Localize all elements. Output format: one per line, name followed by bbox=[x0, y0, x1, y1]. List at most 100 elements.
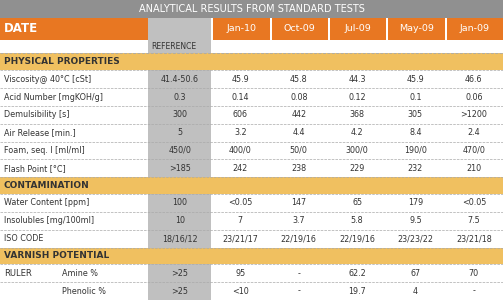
Text: 229: 229 bbox=[350, 164, 365, 173]
Text: 5: 5 bbox=[177, 128, 183, 137]
Text: DATE: DATE bbox=[4, 22, 38, 35]
Text: 18/16/12: 18/16/12 bbox=[162, 234, 198, 243]
Text: 95: 95 bbox=[235, 269, 245, 278]
Text: 0.12: 0.12 bbox=[348, 92, 366, 101]
Text: Air Release [min.]: Air Release [min.] bbox=[4, 128, 76, 137]
Text: <0.05: <0.05 bbox=[462, 199, 486, 208]
Text: Jul-09: Jul-09 bbox=[345, 24, 372, 33]
Bar bbox=[148, 18, 211, 40]
Text: 450/0: 450/0 bbox=[169, 146, 191, 155]
Text: 0.1: 0.1 bbox=[409, 92, 422, 101]
Text: 4.2: 4.2 bbox=[351, 128, 364, 137]
Text: 23/21/17: 23/21/17 bbox=[222, 234, 259, 243]
Bar bbox=[148, 70, 211, 88]
Text: 22/19/16: 22/19/16 bbox=[281, 234, 317, 243]
Text: 67: 67 bbox=[410, 269, 421, 278]
Text: 41.4-50.6: 41.4-50.6 bbox=[161, 75, 199, 84]
Text: 4: 4 bbox=[413, 286, 418, 296]
Text: 190/0: 190/0 bbox=[404, 146, 427, 155]
Text: 45.9: 45.9 bbox=[406, 75, 425, 84]
Text: 70: 70 bbox=[469, 269, 479, 278]
Text: 242: 242 bbox=[233, 164, 248, 173]
Text: 50/0: 50/0 bbox=[290, 146, 308, 155]
Bar bbox=[0, 40, 503, 53]
Text: 470/0: 470/0 bbox=[462, 146, 485, 155]
Bar bbox=[0, 70, 503, 88]
Text: 19.7: 19.7 bbox=[348, 286, 366, 296]
Text: >1200: >1200 bbox=[460, 110, 487, 119]
Text: 400/0: 400/0 bbox=[229, 146, 252, 155]
Text: 23/23/22: 23/23/22 bbox=[397, 234, 434, 243]
Text: 305: 305 bbox=[408, 110, 423, 119]
Bar bbox=[148, 230, 211, 248]
Text: 232: 232 bbox=[408, 164, 423, 173]
Text: 3.7: 3.7 bbox=[292, 216, 305, 225]
Bar bbox=[0, 124, 503, 142]
Bar bbox=[148, 264, 211, 282]
Bar bbox=[148, 194, 211, 212]
Bar bbox=[445, 18, 447, 40]
Text: 442: 442 bbox=[291, 110, 306, 119]
Bar bbox=[0, 248, 503, 264]
Bar bbox=[148, 212, 211, 230]
Text: 10: 10 bbox=[175, 216, 185, 225]
Text: 238: 238 bbox=[291, 164, 306, 173]
Bar bbox=[0, 194, 503, 212]
Text: 2.4: 2.4 bbox=[467, 128, 480, 137]
Bar bbox=[270, 18, 272, 40]
Bar bbox=[211, 18, 213, 40]
Text: 300: 300 bbox=[173, 110, 187, 119]
Bar bbox=[0, 230, 503, 248]
Text: Foam, seq. I [ml/ml]: Foam, seq. I [ml/ml] bbox=[4, 146, 85, 155]
Text: Oct-09: Oct-09 bbox=[284, 24, 316, 33]
Text: 179: 179 bbox=[408, 199, 423, 208]
Text: 4.4: 4.4 bbox=[293, 128, 305, 137]
Text: 22/19/16: 22/19/16 bbox=[339, 234, 375, 243]
Text: RULER: RULER bbox=[4, 269, 32, 278]
Text: 0.3: 0.3 bbox=[174, 92, 186, 101]
Bar bbox=[0, 159, 503, 177]
Bar bbox=[148, 142, 211, 159]
Text: 100: 100 bbox=[173, 199, 187, 208]
Text: Jan-10: Jan-10 bbox=[226, 24, 257, 33]
Text: 7.5: 7.5 bbox=[467, 216, 480, 225]
Text: 65: 65 bbox=[352, 199, 362, 208]
Text: 7: 7 bbox=[238, 216, 243, 225]
Text: 46.6: 46.6 bbox=[465, 75, 482, 84]
Text: VARNISH POTENTIAL: VARNISH POTENTIAL bbox=[4, 251, 109, 260]
Text: REFERENCE: REFERENCE bbox=[151, 42, 197, 51]
Text: 300/0: 300/0 bbox=[346, 146, 369, 155]
Bar bbox=[0, 282, 503, 300]
Text: Insolubles [mg/100ml]: Insolubles [mg/100ml] bbox=[4, 216, 94, 225]
Text: 45.8: 45.8 bbox=[290, 75, 308, 84]
Text: Water Content [ppm]: Water Content [ppm] bbox=[4, 199, 90, 208]
Text: 23/21/18: 23/21/18 bbox=[456, 234, 492, 243]
Text: 210: 210 bbox=[466, 164, 481, 173]
Text: Amine %: Amine % bbox=[62, 269, 98, 278]
Text: 147: 147 bbox=[291, 199, 306, 208]
Bar bbox=[148, 106, 211, 124]
Text: -: - bbox=[297, 269, 300, 278]
Text: -: - bbox=[472, 286, 475, 296]
Text: ANALYTICAL RESULTS FROM STANDARD TESTS: ANALYTICAL RESULTS FROM STANDARD TESTS bbox=[138, 4, 365, 14]
Text: CONTAMINATION: CONTAMINATION bbox=[4, 181, 90, 190]
Text: <0.05: <0.05 bbox=[228, 199, 253, 208]
Bar bbox=[0, 264, 503, 282]
Text: Viscosity@ 40°C [cSt]: Viscosity@ 40°C [cSt] bbox=[4, 75, 91, 84]
Text: >25: >25 bbox=[172, 286, 188, 296]
Text: 8.4: 8.4 bbox=[409, 128, 422, 137]
Text: Demulsibility [s]: Demulsibility [s] bbox=[4, 110, 69, 119]
Bar bbox=[0, 18, 503, 40]
Text: Jan-09: Jan-09 bbox=[460, 24, 490, 33]
Text: -: - bbox=[297, 286, 300, 296]
Bar bbox=[148, 40, 211, 53]
Text: 9.5: 9.5 bbox=[409, 216, 422, 225]
Text: PHYSICAL PROPERTIES: PHYSICAL PROPERTIES bbox=[4, 57, 120, 66]
Text: 606: 606 bbox=[233, 110, 248, 119]
Text: Flash Point [°C]: Flash Point [°C] bbox=[4, 164, 66, 173]
Text: May-09: May-09 bbox=[399, 24, 434, 33]
Text: Phenolic %: Phenolic % bbox=[62, 286, 106, 296]
Text: 45.9: 45.9 bbox=[231, 75, 249, 84]
Text: 3.2: 3.2 bbox=[234, 128, 247, 137]
Text: 44.3: 44.3 bbox=[349, 75, 366, 84]
